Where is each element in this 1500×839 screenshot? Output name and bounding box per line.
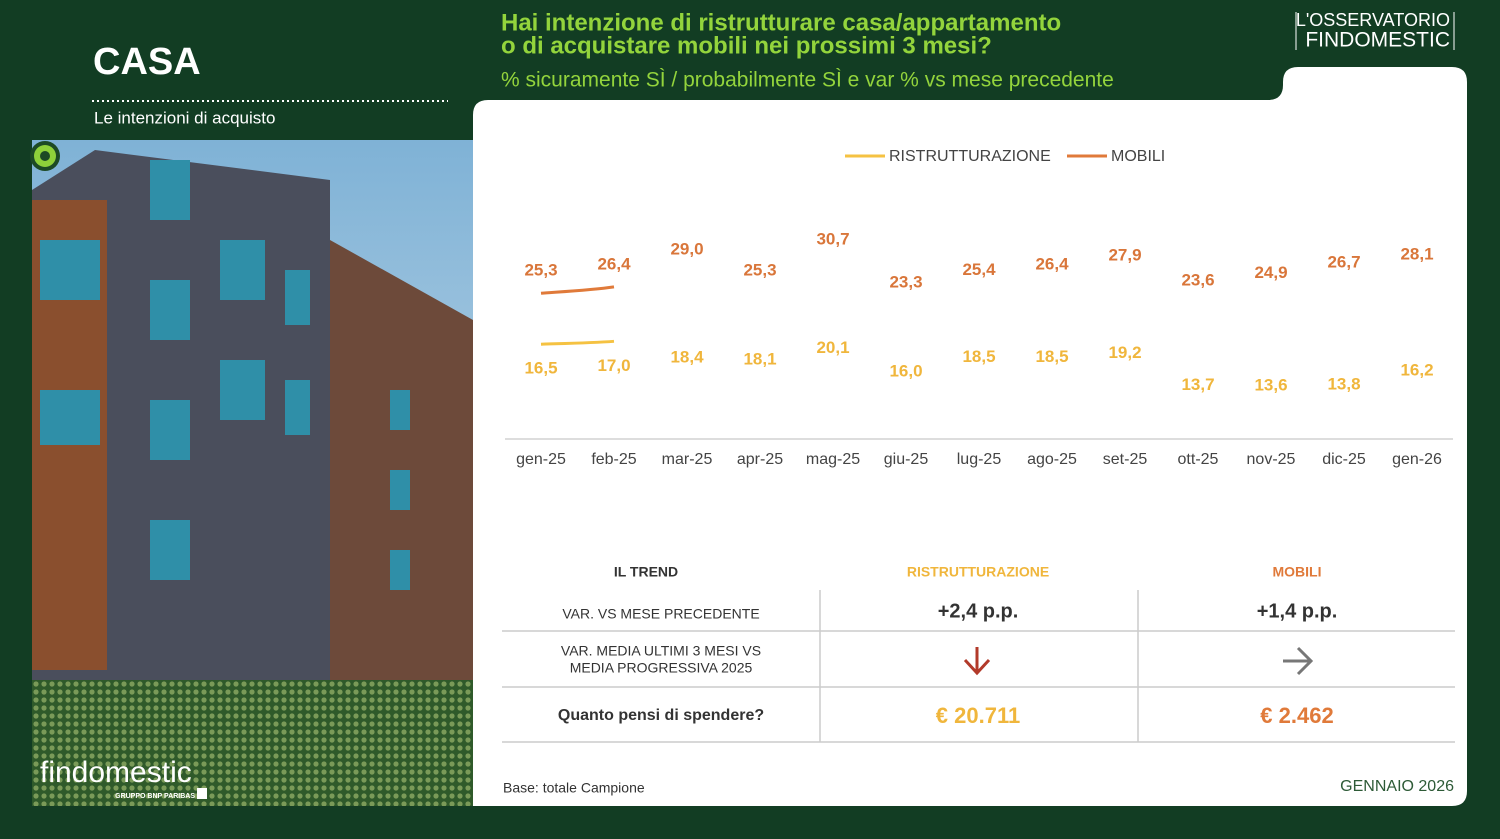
x-tick-label: lug-25 [957,451,1002,468]
row-label: VAR. VS MESE PRECEDENTE [562,606,759,622]
data-label: 16,0 [889,362,922,381]
section-title: CASA [93,41,201,83]
data-label: 19,2 [1108,343,1141,362]
chart-title: Hai intenzione di ristrutturare casa/app… [501,9,1061,36]
series-line [540,339,615,346]
data-label: 26,4 [1035,254,1069,273]
x-tick-label: dic-25 [1322,451,1366,468]
data-label: 27,9 [1108,246,1141,265]
data-label: 25,3 [743,261,776,280]
logo-group: GRUPPO BNP PARIBAS [115,793,195,800]
arrow-down [963,647,991,676]
table-header: IL TREND [614,564,678,580]
x-tick-label: apr-25 [737,451,783,468]
cell: +1,4 p.p. [1257,600,1338,622]
data-label: 18,5 [1035,347,1068,366]
brand: L'OSSERVATORIO [1296,10,1450,30]
x-tick-label: giu-25 [884,451,929,468]
data-label: 18,5 [962,347,995,366]
legend-label: MOBILI [1111,148,1165,165]
x-tick-label: gen-25 [516,451,566,468]
x-tick-label: nov-25 [1247,451,1296,468]
x-tick-label: set-25 [1103,451,1148,468]
arrow-right [1283,646,1314,676]
series-line [540,285,615,295]
cell: € 20.711 [936,703,1020,728]
data-label: 16,2 [1400,360,1433,379]
x-tick-label: feb-25 [591,451,636,468]
data-label: 17,0 [597,356,630,375]
data-label: 30,7 [816,229,849,248]
legend-label: RISTRUTTURAZIONE [889,148,1051,165]
data-label: 20,1 [816,338,849,357]
data-label: 25,3 [524,261,557,280]
date: GENNAIO 2026 [1340,778,1454,795]
x-tick-label: ago-25 [1027,451,1077,468]
cell: +2,4 p.p. [938,600,1019,622]
row-label: Quanto pensi di spendere? [558,707,764,724]
chart-subtitle: % sicuramente SÌ / probabilmente SÌ e va… [501,69,1114,92]
data-label: 13,6 [1254,375,1287,394]
data-label: 29,0 [670,239,703,258]
brand: FINDOMESTIC [1305,29,1450,52]
footnote: Base: totale Campione [503,780,645,796]
table: IL TREND RISTRUTTURAZIONE MOBILI VAR. VS… [502,564,1455,743]
table-header: MOBILI [1273,564,1322,580]
section-subtitle: Le intenzioni di acquisto [94,108,275,127]
data-label: 13,7 [1181,375,1214,394]
cell: € 2.462 [1260,703,1333,728]
x-tick-label: ott-25 [1178,451,1219,468]
panel [473,67,1467,806]
row-label: MEDIA PROGRESSIVA 2025 [570,660,753,676]
x-tick-label: mar-25 [662,451,713,468]
table-header: RISTRUTTURAZIONE [907,564,1049,580]
data-label: 26,7 [1327,253,1360,272]
line-chart: gen-25 feb-25 mar-25 apr-25 mag-25 giu-25 lug-… [505,148,1453,468]
x-tick-label: gen-26 [1392,451,1442,468]
photo [32,140,473,806]
data-label: 18,1 [743,349,776,368]
data-label: 16,5 [524,359,557,378]
data-label: 26,4 [597,254,631,273]
data-label: 18,4 [670,348,704,367]
data-label: 25,4 [962,260,996,279]
logo: findomestic [40,756,192,789]
data-label: 23,3 [889,272,922,291]
data-label: 13,8 [1327,374,1360,393]
eye-icon [40,151,50,161]
data-label: 28,1 [1400,245,1433,264]
x-tick-label: mag-25 [806,451,860,468]
data-label: 24,9 [1254,263,1287,282]
logo-mark [197,788,207,799]
table-rules [502,590,1455,743]
row-label: VAR. MEDIA ULTIMI 3 MESI VS [561,643,761,659]
chart-title: o di acquistare mobili nei prossimi 3 me… [501,32,992,59]
data-label: 23,6 [1181,271,1214,290]
